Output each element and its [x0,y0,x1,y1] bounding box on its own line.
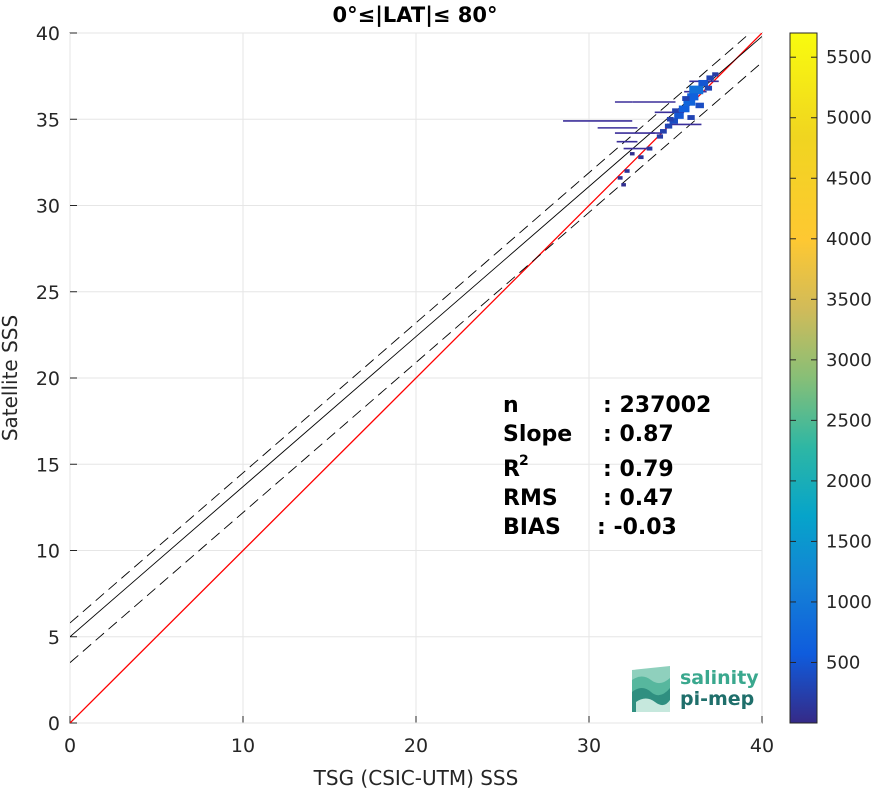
y-tick-label: 20 [36,368,60,390]
logo-text-salinity: salinity [680,667,759,689]
colorbar-tick-label: 1500 [826,531,872,552]
stats-rms-label: RMS [503,486,558,511]
x-tick-label: 20 [404,735,428,757]
density-cell [666,116,674,122]
colorbar-tick-label: 1000 [826,592,872,613]
colorbar-tick-label: 3000 [826,350,872,371]
colorbar-tick-labels: 500 1000 1500 2000 2500 3000 3500 4000 4500 5000 5… [790,47,872,673]
density-cell [706,75,714,81]
density-cell [712,72,719,77]
chart-title: 0°≤|LAT|≤ 80° [332,3,497,28]
x-tick-label: 30 [577,735,601,757]
stats-n-label: n [503,393,519,418]
density-cell [624,169,630,173]
salinity-pimep-logo: salinity pi-mep [632,666,759,712]
stats-r2-superscript: 2 [519,453,529,469]
logo-text-pimep: pi-mep [680,688,754,710]
colorbar-tick-label: 2000 [826,471,872,492]
y-axis-label: Satellite SSS [0,315,22,441]
density-points [563,72,719,187]
density-cell [674,112,684,119]
colorbar-tick-label: 4500 [826,168,872,189]
line-fit [70,36,762,638]
density-cell [664,123,673,129]
density-cell [638,155,644,160]
stats-r2-label: R [503,457,520,482]
colorbar-tick-label: 2500 [826,410,872,431]
stats-slope-value: : 0.87 [603,422,674,447]
density-cell [617,176,623,180]
density-cell [669,118,678,124]
colorbar-tick-label: 3500 [826,289,872,310]
stats-r2-value: : 0.79 [603,457,674,482]
stats-box: n : 237002 Slope : 0.87 R 2 : 0.79 RMS :… [503,393,711,540]
colorbar: 500 1000 1500 2000 2500 3000 3500 4000 4500 5000 5… [789,32,872,724]
y-tick-label: 5 [48,627,60,649]
y-tick-label: 0 [48,713,60,735]
x-tick-label: 10 [231,735,255,757]
density-cell [629,152,635,156]
stats-slope-label: Slope [503,422,572,447]
density-cell [621,183,626,187]
density-cell [695,102,704,109]
colorbar-tick-label: 5500 [826,47,872,68]
density-cell [656,134,664,139]
y-tick-label: 25 [36,282,60,304]
colorbar-tick-label: 500 [826,652,860,673]
colorbar-tick-label: 4000 [826,229,872,250]
x-tick-labels: 0 10 20 30 40 [64,735,774,757]
x-tick-label: 40 [750,735,774,757]
density-cell [678,105,690,113]
y-tick-label: 10 [36,541,60,563]
y-tick-label: 35 [36,109,60,131]
y-tick-label: 30 [36,196,60,218]
stats-bias-label: BIAS [503,515,561,540]
density-cell [698,79,708,87]
colorbar-tick-label: 5000 [826,108,872,129]
density-cell [687,93,699,101]
density-cell [683,98,696,106]
density-cell [689,85,704,95]
density-cell [687,115,695,120]
density-cell [660,129,667,134]
wave-icon [632,666,670,712]
stats-bias-value: : -0.03 [597,515,677,540]
density-cell [682,96,690,101]
density-cell [704,85,713,91]
density-cell [672,108,679,113]
x-axis-label: TSG (CSIC-UTM) SSS [313,766,519,789]
stats-rms-value: : 0.47 [603,486,674,511]
stats-n-value: : 237002 [603,393,711,418]
y-tick-label: 40 [36,23,60,45]
colorbar-gradient [789,32,818,724]
x-tick-label: 0 [64,735,76,757]
y-tick-labels: 0 5 10 15 20 25 30 35 40 [36,23,60,735]
density-cell [646,146,653,151]
y-tick-label: 15 [36,454,60,476]
